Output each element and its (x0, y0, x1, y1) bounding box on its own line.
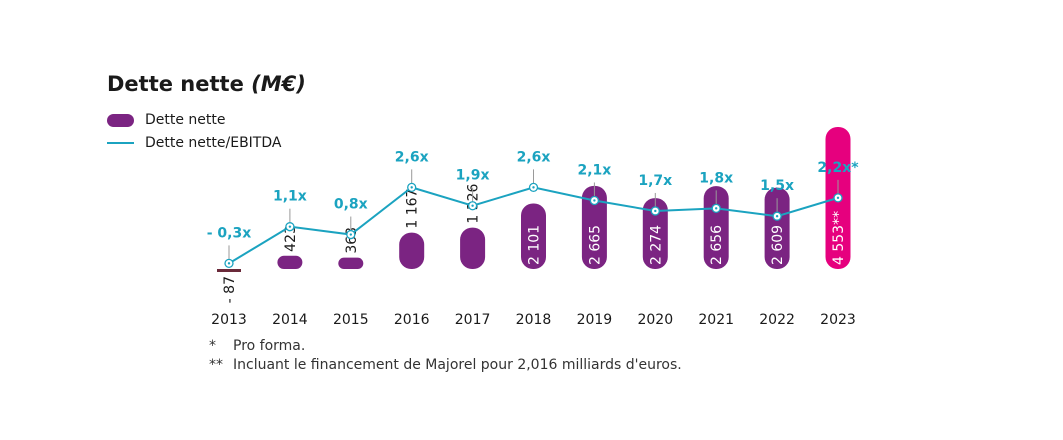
bar-2014 (277, 255, 303, 269)
point-dot-2014 (288, 225, 292, 228)
point-dot-2019 (593, 199, 596, 202)
bar-2015 (338, 257, 364, 269)
bar-label-2019: 2 665 (587, 225, 603, 265)
line-label-2015: 0,8x (334, 197, 368, 213)
line-label-2023: 2,2x* (817, 160, 859, 176)
line-label-2016: 2,6x (395, 149, 429, 165)
bar-label-2014: 423 (283, 225, 299, 252)
x-tick-label-2013: 2013 (211, 312, 247, 328)
point-dot-2022 (775, 215, 779, 218)
x-tick-label-2021: 2021 (698, 312, 734, 328)
x-tick-label-2016: 2016 (394, 312, 430, 328)
bar-label-2020: 2 274 (648, 225, 664, 265)
point-dot-2020 (654, 209, 657, 213)
line-label-2014: 1,1x (273, 189, 307, 205)
point-dot-2021 (715, 207, 718, 210)
x-tick-label-2015: 2015 (333, 312, 369, 328)
bar-label-2016: 1 167 (405, 189, 421, 229)
point-dot-2023 (836, 196, 840, 200)
legend-label-dette-nette: Dette nette (145, 112, 226, 128)
bar-2020 (642, 198, 668, 269)
bar-2022 (764, 187, 790, 269)
x-tick-label-2019: 2019 (577, 312, 613, 328)
chart-title: Dette nette (M€) (107, 72, 306, 96)
bar-2017 (460, 227, 486, 269)
bar-2016 (399, 232, 425, 269)
legend-swatch-line (107, 142, 134, 144)
legend-item-dette-nette-ebitda: Dette nette/EBITDA (107, 135, 281, 151)
bar-label-2023: 4 553** (831, 211, 847, 265)
x-tick-label-2022: 2022 (759, 312, 795, 328)
bar-2013 (217, 269, 241, 272)
footnote-majorel: ** Incluant le financement de Majorel pou… (209, 357, 682, 373)
x-tick-label-2014: 2014 (272, 312, 308, 328)
x-tick-label-2017: 2017 (455, 312, 491, 328)
point-dot-2015 (349, 233, 352, 236)
point-dot-2013 (227, 262, 231, 265)
footnote-pro-forma: * Pro forma. (209, 338, 306, 354)
legend-swatch-bar (107, 113, 134, 127)
line-label-2013: - 0,3x (207, 225, 252, 241)
x-tick-label-2018: 2018 (516, 312, 552, 328)
line-label-2018: 2,6x (517, 149, 551, 165)
bar-label-2013: - 87 (222, 276, 238, 303)
x-tick-label-2020: 2020 (637, 312, 673, 328)
point-dot-2017 (471, 204, 474, 207)
legend-item-dette-nette: Dette nette (107, 112, 226, 128)
bar-2019 (581, 185, 607, 269)
legend-label-dette-nette-ebitda: Dette nette/EBITDA (145, 135, 282, 151)
chart-title-unit: (M€) (251, 72, 306, 96)
point-dot-2018 (532, 186, 535, 189)
bar-label-2018: 2 101 (527, 225, 543, 265)
bar-label-2021: 2 656 (709, 225, 725, 265)
line-label-2021: 1,8x (699, 170, 733, 186)
line-label-2022: 1,5x (760, 178, 794, 194)
line-label-2019: 2,1x (577, 162, 611, 178)
bar-label-2022: 2 609 (770, 225, 786, 265)
line-label-2020: 1,7x (638, 173, 672, 189)
x-tick-label-2023: 2023 (820, 312, 856, 328)
line-label-2017: 1,9x (456, 168, 490, 184)
bar-2021 (703, 186, 729, 269)
point-dot-2016 (410, 186, 413, 189)
bar-2018 (521, 203, 546, 269)
